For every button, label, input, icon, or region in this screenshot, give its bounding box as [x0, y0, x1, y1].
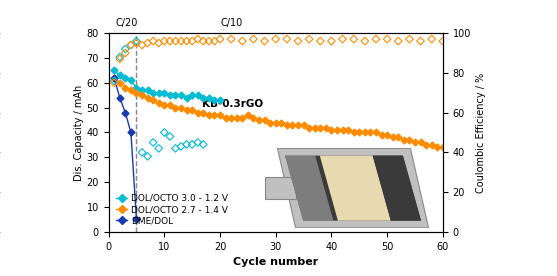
Point: [154, 41, 163, 45]
Point: [115, 55, 124, 59]
X-axis label: Cycle number: Cycle number: [233, 257, 319, 267]
Y-axis label: Dis. Capacity / mAh: Dis. Capacity / mAh: [74, 84, 84, 181]
Point: [182, 142, 191, 147]
Point: [149, 39, 158, 43]
Point: [182, 39, 191, 43]
Text: C/10: C/10: [220, 18, 242, 28]
Point: [177, 39, 185, 43]
Point: [405, 37, 414, 41]
Y-axis label: Coulombic Efficiency / %: Coulombic Efficiency / %: [476, 72, 486, 193]
Point: [149, 140, 158, 145]
Point: [210, 39, 219, 43]
Point: [227, 37, 236, 41]
Point: [372, 37, 380, 41]
Point: [126, 43, 135, 47]
Point: [132, 39, 141, 43]
Point: [438, 39, 447, 43]
Point: [216, 37, 224, 41]
Point: [160, 39, 169, 43]
Point: [349, 37, 358, 41]
Point: [305, 37, 314, 41]
Point: [171, 146, 180, 151]
Point: [143, 41, 152, 45]
Point: [110, 81, 119, 85]
Point: [165, 39, 174, 43]
Point: [177, 144, 185, 148]
Point: [193, 140, 202, 145]
Point: [327, 39, 336, 43]
Point: [138, 43, 146, 47]
Point: [188, 142, 197, 147]
Point: [126, 43, 135, 47]
Point: [282, 37, 291, 41]
Point: [338, 37, 347, 41]
Point: [171, 39, 180, 43]
Point: [260, 39, 269, 43]
Point: [360, 39, 369, 43]
Point: [204, 39, 213, 43]
Point: [143, 154, 152, 158]
Point: [138, 150, 146, 155]
Point: [121, 51, 130, 55]
Point: [121, 47, 130, 51]
Point: [249, 37, 258, 41]
Point: [427, 37, 436, 41]
Point: [199, 142, 208, 147]
Point: [394, 39, 403, 43]
Text: C/20: C/20: [115, 18, 138, 28]
Point: [154, 146, 163, 151]
Legend: DOL/OCTO 3.0 - 1.2 V, DOL/OCTO 2.7 - 1.4 V, DME/DOL: DOL/OCTO 3.0 - 1.2 V, DOL/OCTO 2.7 - 1.4…: [116, 194, 228, 225]
Point: [110, 79, 119, 83]
Point: [193, 37, 202, 41]
Point: [132, 41, 141, 45]
Point: [416, 39, 425, 43]
Point: [165, 134, 174, 139]
Point: [238, 39, 247, 43]
Point: [294, 39, 302, 43]
Point: [316, 39, 325, 43]
Point: [160, 130, 169, 135]
Text: KB-0.3rGO: KB-0.3rGO: [202, 99, 263, 109]
Point: [188, 39, 197, 43]
Point: [199, 39, 208, 43]
Point: [115, 57, 124, 61]
Point: [383, 37, 392, 41]
Point: [271, 37, 280, 41]
